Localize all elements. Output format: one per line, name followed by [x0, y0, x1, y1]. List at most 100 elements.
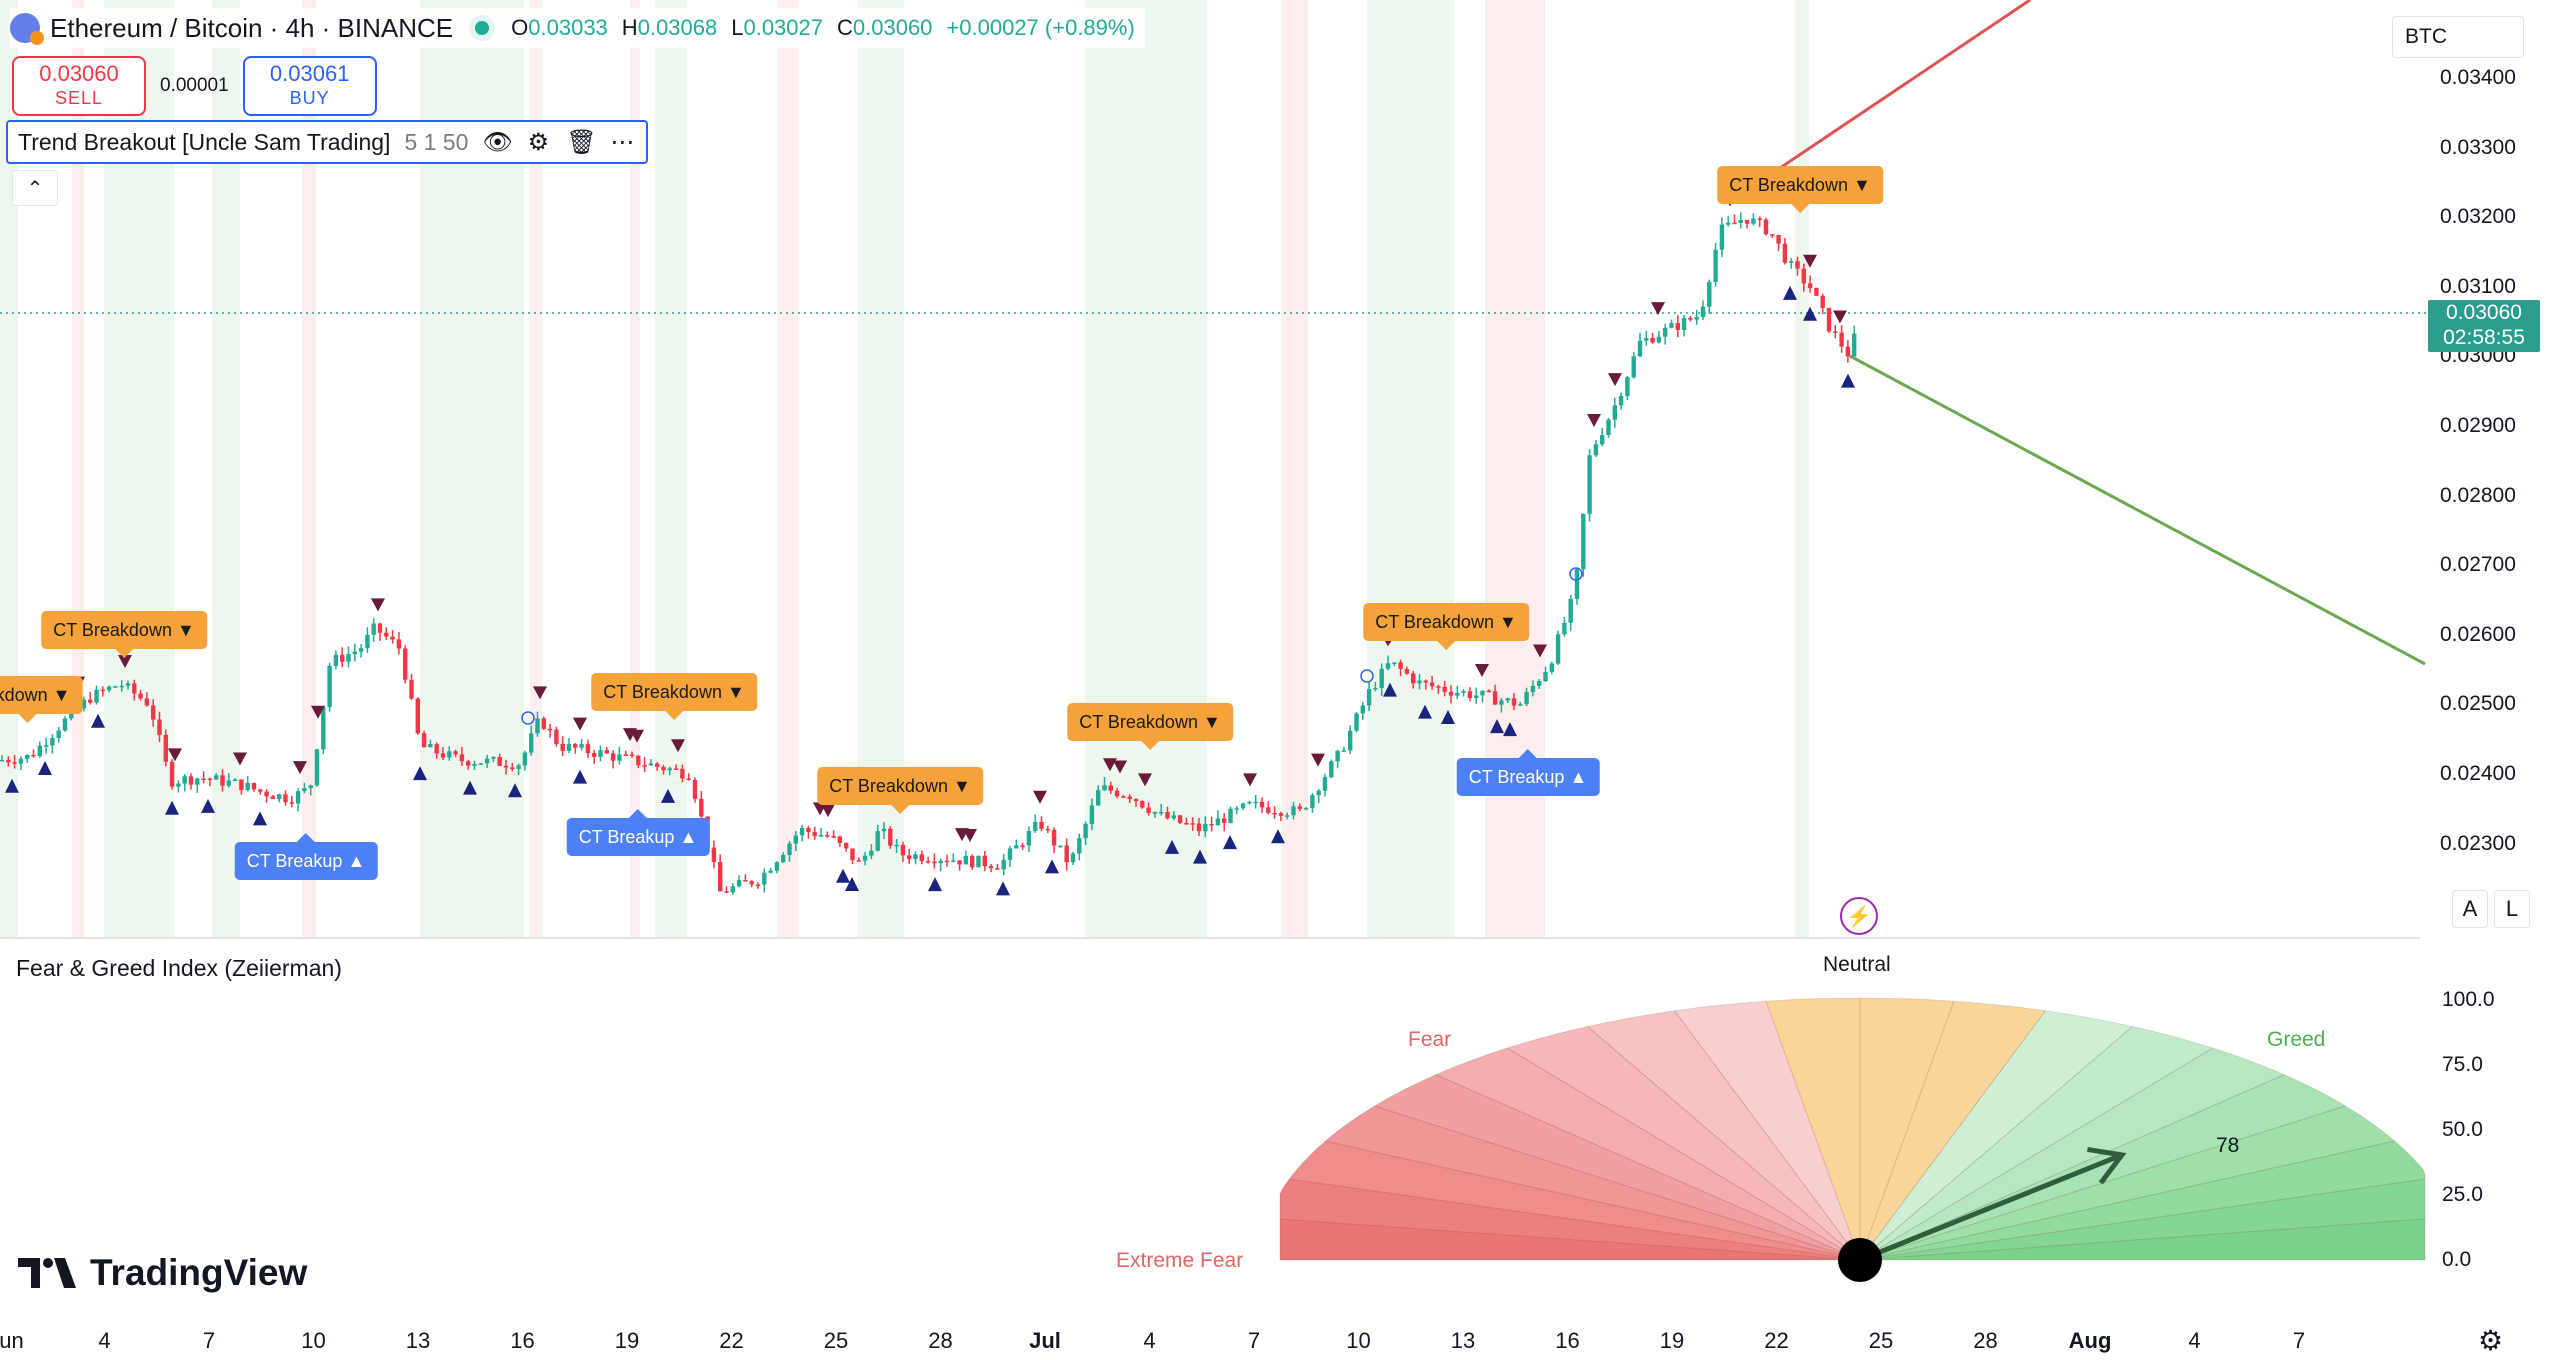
candle-body [1807, 283, 1813, 288]
candle-body [251, 782, 257, 790]
candle-body [636, 755, 641, 766]
breakdown-label[interactable]: CT Breakdown ▼ [1067, 703, 1233, 750]
candle-body [119, 685, 124, 688]
breakdown-label[interactable]: CT Breakdown ▼ [1717, 166, 1883, 213]
candle-body [62, 718, 68, 731]
candle-body [43, 745, 49, 747]
candle-body [982, 855, 987, 867]
candle-body [1719, 224, 1725, 250]
sell-button[interactable]: 0.03060 SELL [12, 56, 146, 116]
auto-scale-button[interactable]: A [2452, 890, 2488, 928]
symbol-title[interactable]: Ethereum / Bitcoin · 4h · BINANCE [50, 12, 454, 43]
breakdown-label[interactable]: CT Breakdown ▼ [817, 767, 983, 814]
bullish-band [1795, 0, 1809, 938]
candle-body [1196, 823, 1202, 832]
candle-body [245, 782, 250, 791]
candle-body [661, 766, 666, 771]
candle-body [440, 753, 446, 758]
breakdown-marker [1311, 753, 1325, 767]
candle-body [1058, 845, 1063, 847]
log-scale-button[interactable]: L [2494, 890, 2530, 928]
candle-body [1360, 705, 1365, 714]
breakup-label[interactable]: CT Breakup ▲ [1456, 749, 1600, 796]
time-tick-label: 19 [614, 1328, 640, 1353]
candle-body [1392, 662, 1397, 664]
buy-button[interactable]: 0.03061 BUY [242, 56, 377, 116]
breakdown-label[interactable]: CT Breakdown ▼ [591, 673, 757, 720]
breakup-marker [508, 783, 522, 798]
candle-body [1278, 813, 1284, 816]
ohlc-key: O [511, 15, 529, 40]
candle-body [667, 768, 672, 771]
breakdown-label[interactable]: CT Breakdown ▼ [1363, 603, 1529, 650]
candle-body [459, 754, 465, 762]
price-tick-label: 0.03400 [2440, 66, 2516, 89]
candle-body [1795, 261, 1800, 269]
candle-body [1026, 831, 1032, 846]
breakdown-label[interactable]: CT Breakdown ▼ [41, 611, 207, 658]
candle-body [711, 847, 717, 863]
candle-body [346, 654, 351, 662]
candle-body [1354, 713, 1359, 731]
candle-body [270, 796, 276, 799]
breakdown-marker [168, 748, 182, 762]
candle-body [724, 891, 729, 893]
more-icon[interactable]: ⋯ [610, 128, 635, 156]
ohlc-values: O0.03033 H0.03068 L0.03027 C0.03060 +0.00027… [511, 15, 1135, 41]
breakdown-marker [630, 729, 644, 743]
breakup-marker [1223, 835, 1237, 850]
candle-body [384, 632, 389, 637]
gauge-axis-label: 50.0 [2442, 1118, 2483, 1141]
gauge-segment [1506, 1026, 1861, 1261]
candle-body [1612, 405, 1617, 420]
indicator-legend[interactable]: Trend Breakout [Uncle Sam Trading] 5 1 5… [6, 120, 649, 164]
candle-body [6, 759, 11, 763]
breakdown-label[interactable]: akdown ▼ [0, 676, 83, 723]
candle-body [409, 679, 414, 699]
candle-body [869, 850, 874, 856]
breakup-marker [413, 766, 427, 781]
breakup-label[interactable]: CT Breakup ▲ [566, 809, 710, 856]
candle-body [1530, 685, 1536, 692]
eye-icon[interactable]: 👁 [482, 128, 513, 156]
candle-body [421, 733, 427, 748]
candle-body [1297, 806, 1302, 809]
ohlc-key: C [837, 15, 853, 40]
candle-body [818, 835, 824, 837]
collapse-legend-button[interactable]: ⌃ [12, 170, 58, 206]
currency-selector[interactable]: BTC [2392, 16, 2524, 58]
time-tick-label: 16 [510, 1328, 535, 1353]
candle-body [598, 750, 603, 757]
candle-body [1625, 377, 1630, 397]
candle-body [1133, 798, 1139, 802]
settings-icon[interactable]: ⚙ [527, 128, 550, 156]
candle-body [907, 855, 912, 859]
candle-body [1656, 336, 1662, 343]
gauge-segment [1859, 1105, 2396, 1261]
candle-body [1064, 845, 1069, 863]
candle-body [1694, 317, 1699, 320]
trash-icon[interactable]: 🗑 [566, 128, 597, 156]
candle-body [1606, 419, 1611, 436]
candle-body [1568, 598, 1573, 623]
candle-body [1310, 795, 1315, 808]
gauge-segment [1434, 1047, 1861, 1261]
candle-body [919, 854, 924, 862]
breakup-label[interactable]: CT Breakup ▲ [234, 833, 378, 880]
settings-gear-icon[interactable]: ⚙ [2478, 1325, 2504, 1356]
candle-body [900, 844, 906, 856]
time-tick-label: 16 [1555, 1328, 1580, 1353]
gauge-segment [1279, 1178, 1861, 1261]
candle-body [1486, 690, 1491, 693]
lightning-icon[interactable]: ⚡ [1840, 897, 1878, 935]
candle-body [1555, 634, 1561, 664]
candle-body [938, 860, 943, 864]
candle-body [1492, 691, 1498, 705]
breakdown-marker [1243, 773, 1257, 787]
candle-body [176, 783, 181, 787]
candle-body [1518, 704, 1523, 706]
candle-body [516, 765, 521, 770]
candle-body [1366, 689, 1372, 706]
candle-body [88, 699, 93, 703]
